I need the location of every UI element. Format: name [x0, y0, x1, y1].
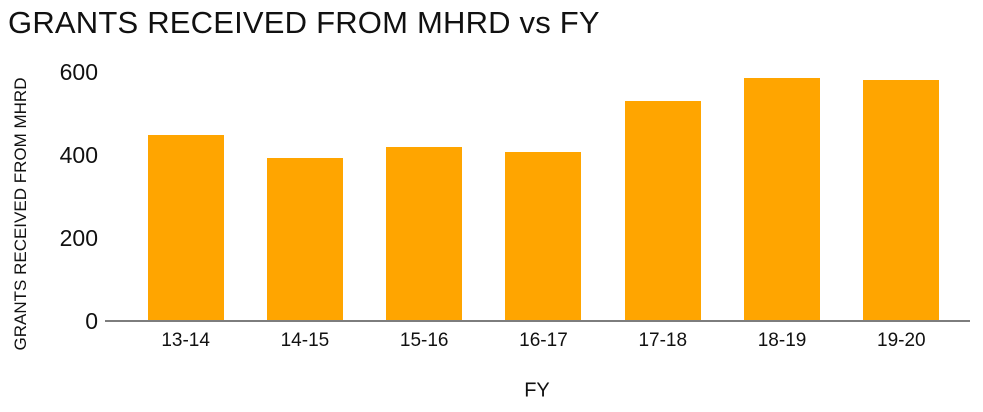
bar-14-15	[266, 158, 343, 320]
bar-slot	[484, 71, 603, 320]
x-tick-label: 14-15	[280, 330, 330, 351]
bar-13-14	[147, 135, 224, 320]
y-tick-label: 0	[85, 308, 98, 334]
x-tick-label: 19-20	[877, 330, 926, 351]
chart-title: GRANTS RECEIVED FROM MHRD vs FY	[8, 5, 600, 40]
y-tick-label: 400	[59, 142, 98, 168]
x-tick-label: 18-19	[757, 330, 807, 351]
x-tick-label: 13-14	[161, 330, 210, 351]
y-tick-label: 200	[59, 225, 98, 251]
bar-18-19	[744, 78, 821, 320]
bar-15-16	[386, 146, 463, 320]
bar-slot	[842, 71, 961, 320]
x-tick-labels: 13-14 14-15 15-16 16-17 17-18 18-19 19-20	[126, 330, 961, 352]
bars-container	[126, 71, 961, 320]
bar-slot	[245, 71, 364, 320]
bar-slot	[722, 71, 841, 320]
bar-slot	[365, 71, 484, 320]
y-tick-label: 600	[59, 59, 98, 85]
bar-slot	[126, 71, 245, 320]
bar-slot	[603, 71, 722, 320]
x-tick-label: 15-16	[399, 330, 449, 351]
x-tick-label: 17-18	[638, 330, 688, 351]
x-axis-title: FY	[524, 379, 550, 402]
x-tick-label: 16-17	[519, 330, 568, 351]
bar-16-17	[505, 151, 582, 320]
x-axis-line	[105, 320, 970, 322]
bar-17-18	[624, 101, 701, 320]
bar-19-20	[863, 80, 940, 320]
